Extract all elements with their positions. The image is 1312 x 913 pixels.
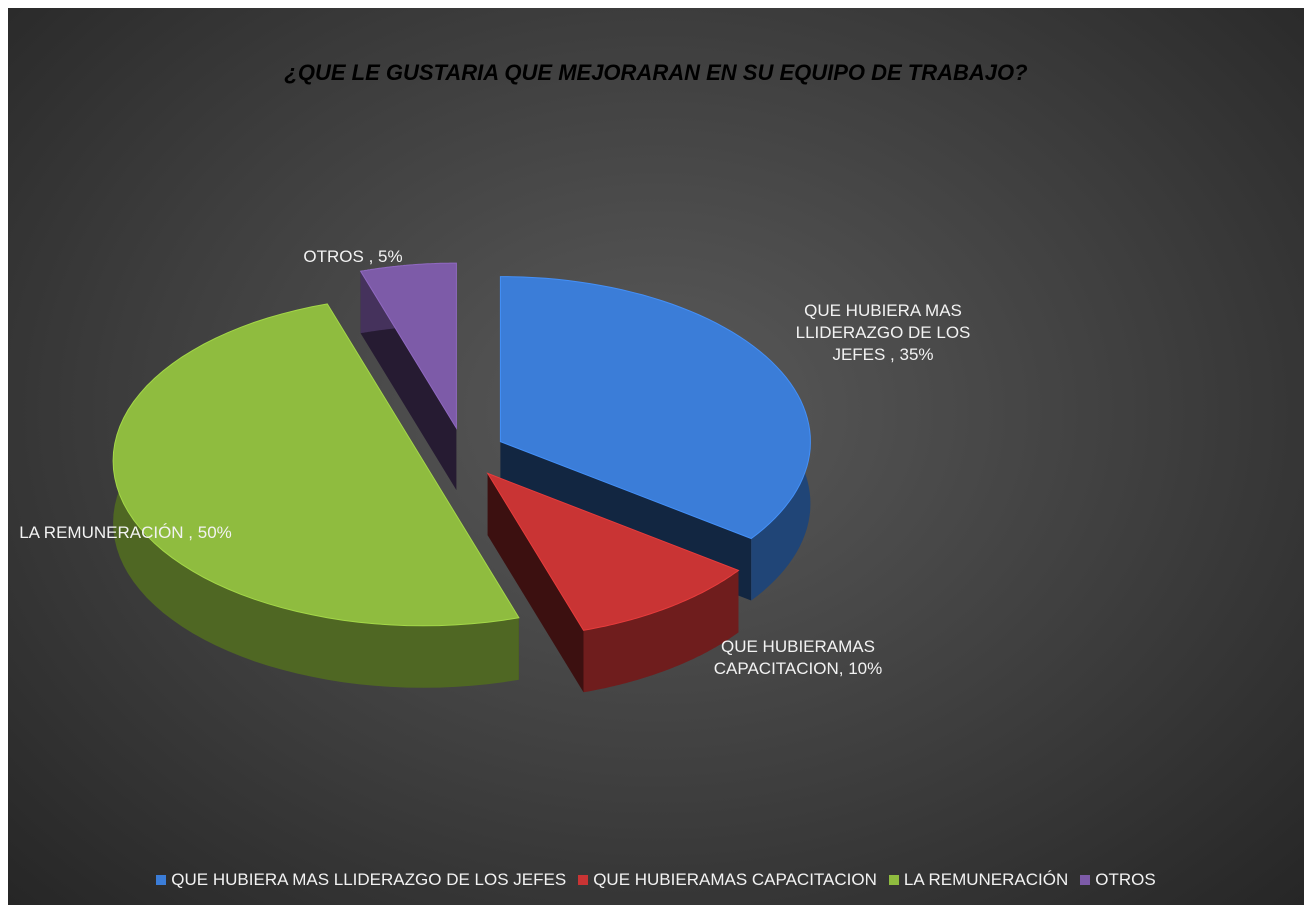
legend-swatch: [1080, 875, 1091, 885]
data-label: QUE HUBIERAMAS CAPACITACION, 10%: [713, 637, 883, 678]
chart: ¿QUE LE GUSTARIA QUE MEJORARAN EN SU EQU…: [8, 8, 1304, 905]
slice-cut-face: [487, 473, 584, 693]
legend-item: QUE HUBIERAMAS CAPACITACION: [578, 870, 877, 890]
data-label: QUE HUBIERA MAS LLIDERAZGO DE LOS JEFES …: [795, 301, 971, 364]
slice-top: [112, 303, 520, 627]
legend-label: OTROS: [1095, 870, 1156, 889]
chart-title: ¿QUE LE GUSTARIA QUE MEJORARAN EN SU EQU…: [284, 60, 1028, 85]
legend-label: QUE HUBIERA MAS LLIDERAZGO DE LOS JEFES: [171, 870, 567, 889]
legend-swatch: [156, 875, 167, 885]
data-label: OTROS , 5%: [303, 247, 403, 266]
legend-swatch: [578, 875, 589, 885]
slice-top: [359, 262, 457, 430]
legend-item: OTROS: [1080, 870, 1156, 890]
legend-swatch: [888, 875, 899, 885]
slice-top: [499, 276, 811, 540]
legend: QUE HUBIERA MAS LLIDERAZGO DE LOS JEFES Q…: [8, 870, 1304, 890]
slice-side: [583, 570, 739, 693]
legend-item: QUE HUBIERA MAS LLIDERAZGO DE LOS JEFES: [156, 870, 566, 890]
legend-label: LA REMUNERACIÓN: [903, 870, 1069, 889]
legend-item: LA REMUNERACIÓN: [888, 870, 1069, 890]
data-label: LA REMUNERACIÓN , 50%: [19, 523, 232, 542]
slice-top: [486, 472, 740, 631]
pie: [112, 262, 811, 693]
legend-label: QUE HUBIERAMAS CAPACITACION: [593, 870, 877, 889]
